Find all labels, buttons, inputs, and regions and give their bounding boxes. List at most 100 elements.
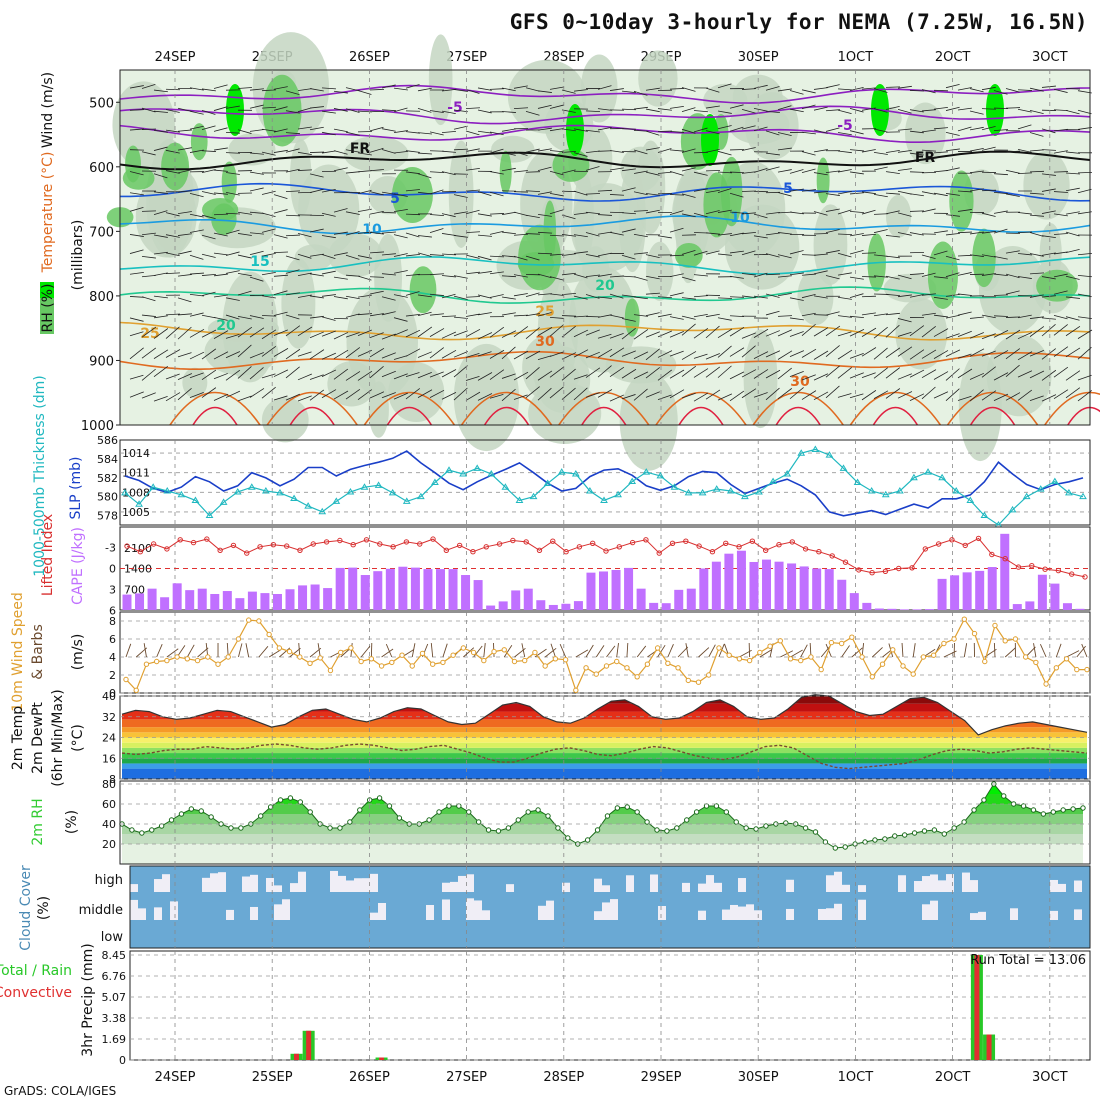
wind-speed-point: [1063, 656, 1070, 662]
surface-wind-barb: [595, 645, 605, 658]
wind-barb: [885, 293, 900, 297]
wind-barb: [741, 332, 756, 339]
cloud-block: [466, 874, 474, 892]
wind-barb: [321, 254, 336, 259]
wind-barb: [705, 105, 720, 109]
wind-barb: [885, 192, 900, 195]
surface-wind-barb: [258, 646, 269, 658]
wind-barb: [129, 192, 144, 196]
wind-barb: [381, 333, 396, 340]
wind-speed-point: [522, 657, 528, 664]
wind-barb: [225, 270, 240, 274]
wind-barb: [561, 352, 577, 360]
lifted-point: [523, 539, 529, 545]
wind-barb: [525, 87, 540, 92]
wind-barb: [453, 330, 468, 337]
wind-barb: [909, 273, 924, 275]
wind-barb: [441, 130, 456, 133]
rh-point: [287, 795, 294, 801]
cape-bar: [197, 588, 207, 610]
rh-point: [1070, 806, 1076, 812]
surface-wind-barb: [685, 643, 689, 658]
cape-bar: [298, 585, 308, 610]
wind-barb: [897, 190, 912, 195]
rh-point: [436, 809, 442, 815]
cape-bar: [674, 589, 684, 610]
wind-barb: [825, 275, 840, 280]
wind-barb: [789, 297, 804, 301]
wind-barb: [645, 130, 660, 136]
rh-area: [978, 245, 1047, 334]
wind-barb: [705, 366, 721, 378]
wind-barb: [777, 388, 793, 400]
cloud-block: [154, 879, 162, 892]
wind-barb: [297, 351, 312, 357]
wind-barb: [381, 311, 396, 316]
wind-speed-point: [593, 671, 599, 677]
wind-barb: [861, 372, 876, 379]
wind-barb: [669, 105, 684, 109]
wind-barb: [729, 250, 744, 254]
rh-point: [188, 806, 195, 812]
wind-barb: [1029, 170, 1045, 173]
wind-speed-point: [930, 652, 937, 658]
wind-barb: [249, 129, 264, 132]
wind-speed-point: [256, 618, 262, 624]
wind-barb: [741, 125, 756, 130]
isotherm-lobe: [266, 391, 358, 426]
wind-barb: [1029, 110, 1044, 115]
wind-barb: [465, 328, 481, 338]
wind-barb: [981, 254, 996, 258]
wind-barb: [933, 89, 949, 92]
contour-label: 15: [250, 254, 269, 270]
wind-speed-point: [654, 645, 661, 651]
thickness-point: [1022, 492, 1031, 500]
wind-barb: [165, 392, 181, 402]
wind-barb: [933, 192, 948, 197]
cape-bar: [749, 561, 759, 610]
wind-barb: [945, 131, 960, 136]
lifted-line: [126, 537, 1086, 578]
lifted-point: [736, 544, 742, 550]
rh-point: [307, 809, 313, 815]
wind-barb: [441, 171, 456, 176]
wind-speed-point: [614, 658, 620, 665]
wind-barb: [465, 231, 480, 234]
wind-barb: [429, 313, 444, 316]
rh-point: [703, 803, 710, 809]
wind-barb: [525, 386, 540, 398]
wind-barb: [837, 233, 853, 236]
wind-barb: [717, 171, 732, 174]
rh-point: [971, 807, 977, 813]
rh-band: [122, 824, 1083, 834]
lifted-point: [550, 538, 556, 544]
surface-wind-barb: [1039, 644, 1047, 658]
rh-area: [797, 268, 834, 326]
wind-barb: [321, 352, 337, 360]
wind-barb: [513, 394, 528, 400]
wind-barb: [429, 254, 444, 256]
wind-barb: [909, 193, 924, 197]
cape-bar: [987, 567, 997, 610]
rh-point: [654, 827, 660, 833]
cloud-block: [946, 874, 954, 892]
rh-area-high: [125, 145, 141, 183]
wind-barb: [1017, 108, 1032, 113]
wind-barb: [573, 89, 588, 92]
wind-barb: [501, 111, 516, 113]
wind-barb: [861, 233, 876, 236]
wind-barb: [165, 212, 180, 217]
lifted-point: [297, 547, 303, 553]
wind-barb: [921, 386, 936, 400]
isotherm-lobe: [678, 406, 724, 426]
contour-label: FR: [350, 141, 371, 157]
wind-barb: [861, 312, 876, 316]
wind-speed-point: [491, 648, 497, 655]
wind-barb: [885, 86, 901, 88]
surface-wind-barb: [708, 644, 716, 658]
wind-barb: [417, 107, 432, 113]
wind-barb: [585, 129, 600, 133]
wind-barb: [441, 110, 456, 115]
wind-barb: [429, 171, 444, 174]
wind-barb: [273, 290, 288, 296]
